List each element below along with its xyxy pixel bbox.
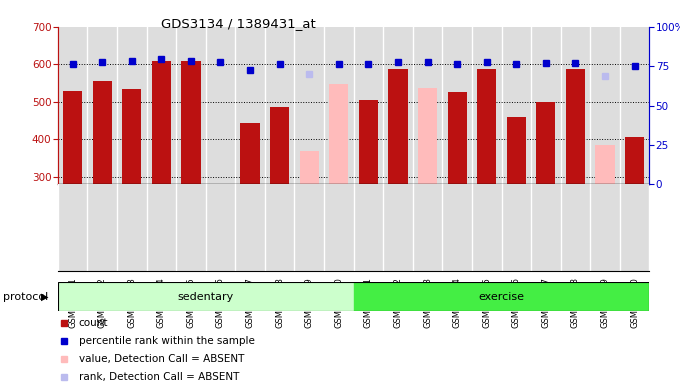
Text: value, Detection Call = ABSENT: value, Detection Call = ABSENT (78, 354, 244, 364)
Text: GDS3134 / 1389431_at: GDS3134 / 1389431_at (160, 17, 316, 30)
Bar (507, 117, 526, 184)
Bar (63, 91, 82, 184)
Text: count: count (78, 318, 108, 328)
Bar (270, 107, 289, 184)
Bar (182, 61, 201, 184)
Bar (537, 102, 556, 184)
Bar (447, 92, 466, 184)
Text: protocol: protocol (3, 291, 49, 302)
Bar (388, 69, 407, 184)
Bar (625, 137, 644, 184)
Bar (241, 123, 260, 184)
Text: percentile rank within the sample: percentile rank within the sample (78, 336, 254, 346)
Text: exercise: exercise (479, 291, 524, 302)
Bar (596, 145, 615, 184)
Bar (566, 69, 585, 184)
Bar (477, 69, 496, 184)
Text: rank, Detection Call = ABSENT: rank, Detection Call = ABSENT (78, 372, 239, 382)
Text: sedentary: sedentary (177, 291, 234, 302)
Bar (58, 282, 354, 311)
Bar (92, 81, 112, 184)
Bar (359, 100, 378, 184)
Bar (300, 151, 319, 184)
Text: ▶: ▶ (41, 291, 48, 302)
Bar (418, 88, 437, 184)
Bar (329, 84, 348, 184)
Bar (354, 282, 649, 311)
Bar (122, 89, 141, 184)
Bar (152, 61, 171, 184)
